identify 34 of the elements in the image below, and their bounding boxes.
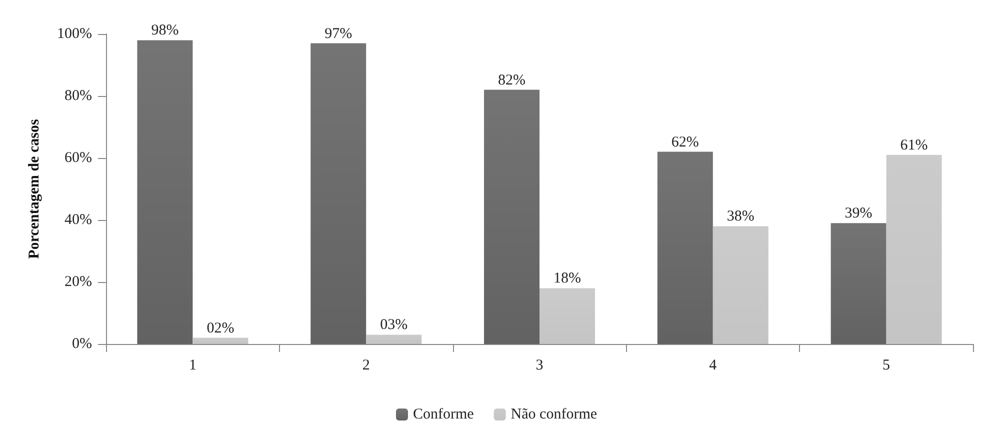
- y-axis-title: Porcentagem de casos: [26, 118, 42, 259]
- bar: [540, 288, 595, 344]
- data-label: 02%: [206, 320, 234, 336]
- bar: [137, 40, 193, 344]
- data-label: 38%: [726, 208, 754, 225]
- x-tick-label: 1: [188, 358, 196, 374]
- data-label: 62%: [671, 134, 699, 150]
- legend-label: Conforme: [412, 406, 474, 422]
- data-label: 03%: [380, 317, 408, 334]
- data-label: 98%: [151, 22, 179, 39]
- bar: [657, 152, 713, 344]
- y-tick-label: 20%: [64, 274, 92, 290]
- data-label: 82%: [498, 72, 526, 88]
- bar: [310, 43, 366, 344]
- x-tick-label: 2: [362, 358, 370, 374]
- y-tick-label: 100%: [57, 26, 92, 42]
- bar: [830, 223, 886, 344]
- x-tick-label: 4: [709, 358, 718, 374]
- x-tick-label: 5: [882, 358, 890, 374]
- bar: [886, 154, 942, 344]
- data-label: 18%: [553, 270, 581, 287]
- x-tick-label: 3: [536, 358, 544, 374]
- y-tick-label: 0%: [72, 336, 92, 352]
- legend-label: Não conforme: [510, 406, 598, 422]
- data-label: 97%: [324, 26, 352, 42]
- bar: [366, 334, 422, 344]
- y-tick-label: 40%: [64, 212, 92, 228]
- y-tick-label: 60%: [64, 150, 92, 166]
- bar: [192, 338, 248, 344]
- y-tick-label: 80%: [64, 88, 92, 104]
- data-label: 61%: [900, 137, 928, 154]
- bar: [712, 226, 768, 344]
- data-label: 39%: [844, 206, 872, 222]
- bar: [484, 90, 540, 344]
